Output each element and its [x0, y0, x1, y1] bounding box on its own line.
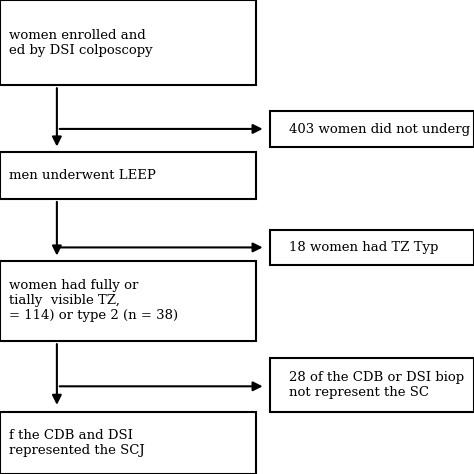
Text: women had fully or
tially  visible TZ,
= 114) or type 2 (n = 38): women had fully or tially visible TZ, = … — [9, 280, 179, 322]
Text: women enrolled and
ed by DSI colposcopy: women enrolled and ed by DSI colposcopy — [9, 28, 153, 57]
FancyBboxPatch shape — [0, 0, 256, 85]
FancyBboxPatch shape — [270, 111, 474, 147]
FancyBboxPatch shape — [270, 358, 474, 412]
FancyBboxPatch shape — [0, 412, 256, 474]
Text: 28 of the CDB or DSI biop
not represent the SC: 28 of the CDB or DSI biop not represent … — [289, 371, 464, 399]
Text: f the CDB and DSI
represented the SCJ: f the CDB and DSI represented the SCJ — [9, 429, 145, 457]
Text: 403 women did not underg: 403 women did not underg — [289, 123, 470, 136]
FancyBboxPatch shape — [0, 261, 256, 341]
Text: men underwent LEEP: men underwent LEEP — [9, 169, 156, 182]
Text: 18 women had TZ Typ: 18 women had TZ Typ — [289, 241, 438, 254]
FancyBboxPatch shape — [0, 152, 256, 199]
FancyBboxPatch shape — [270, 230, 474, 265]
